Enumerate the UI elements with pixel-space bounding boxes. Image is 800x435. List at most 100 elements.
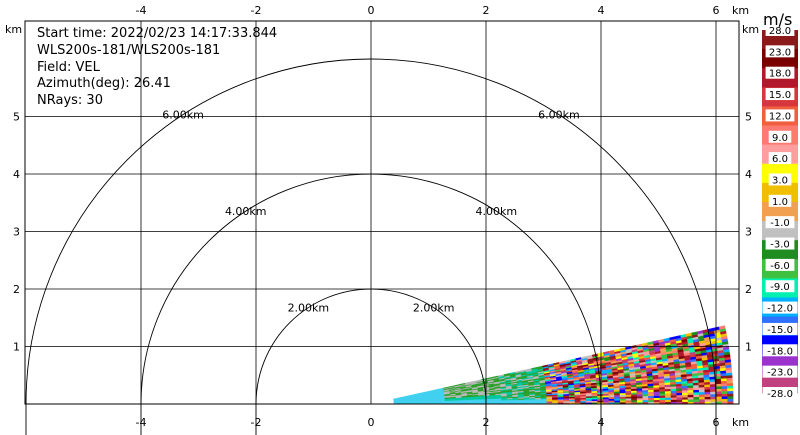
- velocity-gate: [648, 399, 655, 403]
- velocity-gate: [716, 398, 723, 402]
- y-tick-label-right: 5: [745, 111, 752, 124]
- velocity-gate: [682, 399, 689, 402]
- colorbar-tick-bg: [765, 280, 795, 293]
- velocity-gate: [721, 398, 728, 402]
- range-ring: [140, 173, 602, 435]
- range-ring: [25, 58, 717, 435]
- colorbar-tick-label: 15.0: [769, 90, 791, 101]
- velocity-gate: [676, 387, 683, 391]
- velocity-gate: [710, 396, 717, 400]
- y-tick-label-right: 4: [745, 168, 752, 181]
- grid-lines: [25, 21, 739, 404]
- velocity-gate: [687, 392, 694, 396]
- velocity-gate: [727, 395, 734, 400]
- colorbar-tick-label: -3.0: [770, 240, 790, 251]
- colorbar: 28.0 23.0 18.0 15.0 12.0 9.0 6.0 3.0 1.0 -1.0 -3.0…: [762, 24, 798, 400]
- velocity-gate: [727, 387, 734, 392]
- velocity-gate: [687, 394, 694, 398]
- velocity-gate: [631, 396, 638, 399]
- colorbar-tick-label: -9.0: [770, 282, 790, 293]
- y-tick-label-left: 2: [13, 283, 20, 296]
- velocity-gate: [665, 399, 672, 403]
- velocity-gate: [693, 389, 700, 393]
- velocity-gate: [687, 399, 694, 402]
- velocity-gate: [718, 325, 726, 330]
- colorbar-tick-bg: [765, 45, 795, 58]
- velocity-gate: [682, 396, 689, 400]
- velocity-gate: [710, 393, 717, 397]
- velocity-gate: [687, 396, 694, 400]
- velocity-gate: [665, 397, 672, 400]
- colorbar-tick-label: -18.0: [767, 346, 793, 357]
- y-unit-label-left: km: [5, 23, 22, 36]
- velocity-gate: [704, 398, 711, 402]
- colorbar-tick-label: 6.0: [772, 154, 788, 165]
- colorbar-tick-bg: [765, 24, 795, 36]
- range-ring-label: 4.00km: [475, 205, 517, 218]
- range-ring-label: 2.00km: [413, 302, 455, 315]
- range-rings: 2.00km 2.00km 4.00km 4.00km 6.00km 6.00km: [25, 58, 717, 435]
- nrays-text: NRays: 30: [37, 93, 103, 108]
- velocity-gate: [721, 393, 728, 397]
- x-tick-label-top: 0: [368, 4, 375, 17]
- velocity-gate: [631, 399, 638, 403]
- velocity-gate: [625, 399, 632, 403]
- velocity-gate: [704, 396, 711, 400]
- colorbar-tick-label: -12.0: [767, 304, 793, 315]
- velocity-gate: [681, 394, 689, 398]
- velocity-gate: [721, 395, 728, 400]
- x-tick-label-top: -4: [136, 4, 147, 17]
- colorbar-tick-bg: [765, 258, 795, 271]
- velocity-gate: [704, 388, 711, 393]
- colorbar-tick-label: 18.0: [769, 69, 791, 80]
- velocity-gate: [659, 399, 666, 403]
- velocity-gate: [693, 391, 700, 395]
- velocity-gate: [699, 394, 706, 398]
- colorbar-tick-label: -15.0: [767, 325, 793, 336]
- y-tick-label-left: 4: [13, 168, 20, 181]
- y-tick-label-left: 3: [13, 226, 20, 239]
- colorbar-tick-bg: [768, 152, 792, 165]
- start-time-text: Start time: 2022/02/23 14:17:33.844: [37, 26, 278, 41]
- velocity-gate: [653, 399, 660, 403]
- velocity-gate: [698, 396, 706, 400]
- range-ring-label: 6.00km: [538, 109, 580, 122]
- velocity-gate: [715, 390, 723, 395]
- x-tick-label-bottom: 6: [713, 416, 720, 429]
- colorbar-tick-label: -28.0: [767, 389, 793, 400]
- colorbar-tick-bg: [765, 216, 795, 229]
- velocity-gate: [715, 396, 723, 400]
- y-tick-label-right: 1: [745, 341, 752, 354]
- x-tick-label-top: 6: [713, 4, 720, 17]
- y-tick-label-left: 1: [13, 341, 20, 354]
- colorbar-tick-bg: [762, 344, 798, 357]
- colorbar-tick-bg: [762, 322, 798, 335]
- velocity-gate: [670, 399, 677, 402]
- velocity-gate: [636, 399, 643, 403]
- colorbar-tick-bg: [768, 130, 792, 143]
- y-tick-label-left: 5: [13, 111, 20, 124]
- velocity-gate: [665, 395, 672, 398]
- x-tick-label-bottom: 0: [368, 416, 375, 429]
- colorbar-tick-label: 9.0: [772, 133, 788, 144]
- colorbar-tick-label: 1.0: [772, 197, 788, 208]
- velocity-gate: [727, 398, 734, 402]
- colorbar-tick-label: 28.0: [769, 26, 791, 37]
- colorbar-title: m/s: [763, 10, 793, 29]
- colorbar-tick-label: 23.0: [769, 47, 791, 58]
- colorbar-tick-bg: [762, 365, 798, 378]
- instrument-text: WLS200s-181/WLS200s-181: [37, 43, 221, 58]
- range-ring-label: 6.00km: [162, 109, 204, 122]
- x-tick-label-bottom: 4: [598, 416, 605, 429]
- range-ring-label: 4.00km: [225, 205, 267, 218]
- velocity-gate: [693, 394, 700, 398]
- x-tick-label-bottom: -2: [251, 416, 262, 429]
- velocity-gate: [715, 388, 722, 392]
- x-tick-label-bottom: -4: [136, 416, 147, 429]
- axis-ticks: -4 -4 -2 -2 0 0 2 2 4 4 6 6 1 1 2 2 3 3 4 4 5 5: [13, 4, 752, 429]
- velocity-gate: [648, 397, 655, 401]
- x-tick-label-bottom: 2: [483, 416, 490, 429]
- range-ring-label: 2.00km: [288, 302, 330, 315]
- x-tick-label-top: 4: [598, 4, 605, 17]
- colorbar-tick-bg: [762, 387, 798, 399]
